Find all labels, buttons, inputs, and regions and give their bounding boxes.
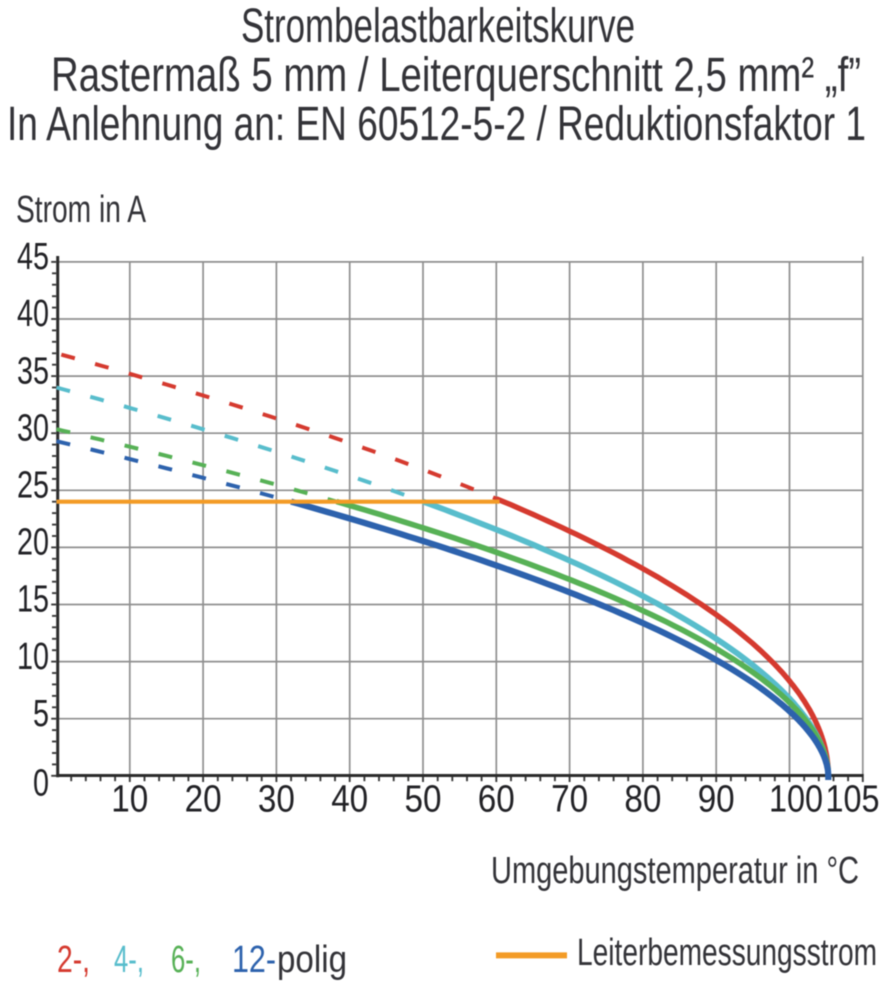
svg-text:30: 30 — [17, 407, 49, 449]
svg-text:90: 90 — [698, 779, 735, 821]
svg-text:Strom in A: Strom in A — [16, 189, 146, 231]
svg-text:50: 50 — [405, 779, 442, 821]
svg-text:2-,: 2-, — [57, 939, 90, 981]
svg-text:40: 40 — [331, 779, 368, 821]
svg-text:60: 60 — [478, 779, 515, 821]
svg-text:20: 20 — [17, 522, 49, 564]
svg-text:6-,: 6-, — [171, 939, 201, 981]
svg-text:10: 10 — [111, 779, 148, 821]
svg-text:Rastermaß 5 mm / Leiterquersch: Rastermaß 5 mm / Leiterquerschnitt 2,5 m… — [51, 49, 861, 102]
svg-text:20: 20 — [185, 779, 222, 821]
svg-text:Leiterbemessungsstrom: Leiterbemessungsstrom — [577, 932, 877, 974]
svg-text:Strombelastbarkeitskurve: Strombelastbarkeitskurve — [241, 0, 635, 53]
svg-text:10: 10 — [17, 636, 49, 678]
svg-text:0: 0 — [33, 763, 49, 805]
svg-text:polig: polig — [277, 939, 347, 981]
svg-text:80: 80 — [624, 779, 661, 821]
svg-text:12-: 12- — [232, 939, 276, 981]
svg-text:100: 100 — [769, 779, 823, 821]
svg-text:105: 105 — [826, 779, 880, 821]
svg-text:15: 15 — [17, 579, 49, 621]
svg-text:4-,: 4-, — [114, 939, 144, 981]
svg-text:In Anlehnung an: EN 60512-5-2: In Anlehnung an: EN 60512-5-2 / Reduktio… — [7, 98, 866, 151]
svg-text:35: 35 — [17, 350, 49, 392]
svg-text:45: 45 — [17, 236, 49, 278]
svg-text:40: 40 — [17, 293, 49, 335]
svg-text:70: 70 — [551, 779, 588, 821]
svg-text:5: 5 — [33, 693, 49, 735]
svg-text:25: 25 — [17, 465, 49, 507]
svg-text:30: 30 — [258, 779, 295, 821]
svg-text:Umgebungstemperatur in °C: Umgebungstemperatur in °C — [491, 850, 859, 892]
